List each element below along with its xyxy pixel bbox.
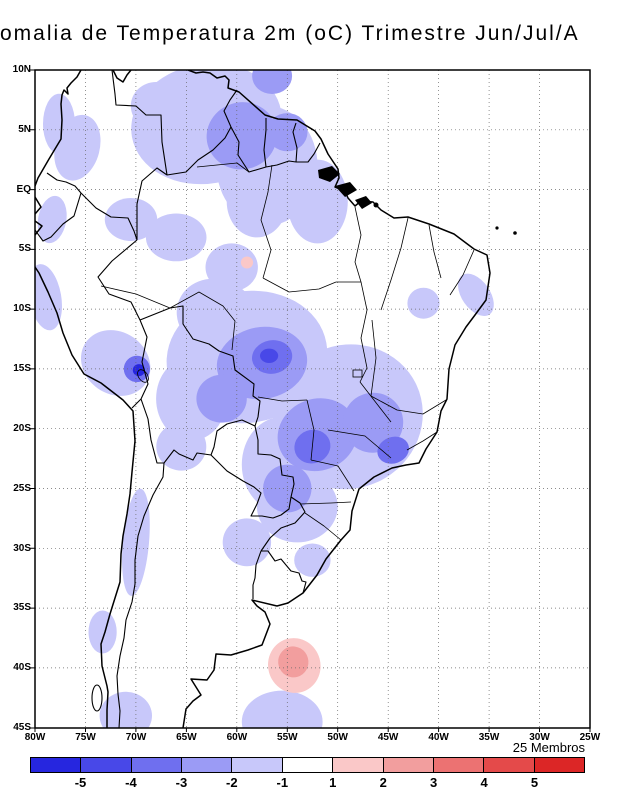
colorbar-tick-label: -2 [226, 775, 238, 790]
lon-label: 75W [75, 732, 96, 743]
coastline [35, 70, 491, 728]
colorbar-tick-label: -4 [125, 775, 137, 790]
lon-label: 35W [478, 732, 500, 743]
lat-label: 35S [13, 602, 31, 613]
lat-label: 10N [12, 64, 31, 75]
map-frame [34, 69, 591, 729]
lon-label: 50W [327, 732, 348, 743]
colorbar-tick-label: -5 [74, 775, 87, 790]
colorbar-tick-label: 4 [480, 775, 488, 790]
lat-label: 20S [13, 423, 31, 434]
map-canvas [30, 69, 591, 732]
colorbar-cell [81, 757, 132, 773]
lon-label: 80W [24, 732, 46, 743]
page-title: omalia de Temperatura 2m (oC) Trimestre … [0, 22, 580, 45]
lat-label: 25S [13, 483, 31, 494]
lon-label: 70W [125, 732, 147, 743]
colorbar-cell [232, 757, 283, 773]
state-borders [100, 162, 475, 541]
lon-label: 60W [226, 732, 248, 743]
colorbar-tick-label: 1 [329, 775, 337, 790]
lon-label: 45W [377, 732, 399, 743]
colorbar-cell [131, 757, 183, 773]
lon-label: 65W [176, 732, 197, 743]
colorbar-cell [182, 757, 233, 773]
lon-label: 55W [277, 732, 298, 743]
lat-label: 15S [13, 363, 31, 374]
colorbar-cell [282, 757, 334, 773]
lat-label: 30S [13, 543, 31, 554]
lon-label: 40W [428, 732, 449, 743]
lat-label: 5S [18, 243, 31, 254]
anomaly-shading-warm [240, 256, 321, 693]
colorbar-tick-label: -3 [175, 775, 188, 790]
delta-island-marks [318, 166, 517, 235]
lat-label: 5N [18, 124, 31, 135]
country-borders [35, 70, 321, 728]
anomaly-shading-light-blue [35, 70, 494, 728]
ensemble-members-label: 25 Membros [512, 740, 585, 755]
axis-ticks [30, 69, 591, 732]
colorbar-tick-label: 2 [379, 775, 387, 790]
lat-label: 10S [13, 303, 31, 314]
graticule-gridlines [35, 70, 590, 728]
colorbar-cell [534, 757, 585, 773]
lat-label: EQ [16, 184, 31, 195]
colorbar-cell [383, 757, 434, 773]
colorbar-tick-label: 3 [429, 775, 438, 790]
colorbar-cell [484, 757, 535, 773]
colorbar-cell [433, 757, 485, 773]
lat-label: 40S [13, 662, 31, 673]
lon-label: 25W [579, 732, 601, 743]
colorbar-cell [30, 757, 82, 773]
colorbar-tick-label: 5 [530, 775, 539, 790]
lat-label: 45S [13, 722, 31, 733]
lon-label: 30W [529, 732, 550, 743]
colorbar [30, 757, 585, 773]
colorbar-cell [333, 757, 384, 773]
colorbar-tick-label: -1 [276, 775, 289, 790]
